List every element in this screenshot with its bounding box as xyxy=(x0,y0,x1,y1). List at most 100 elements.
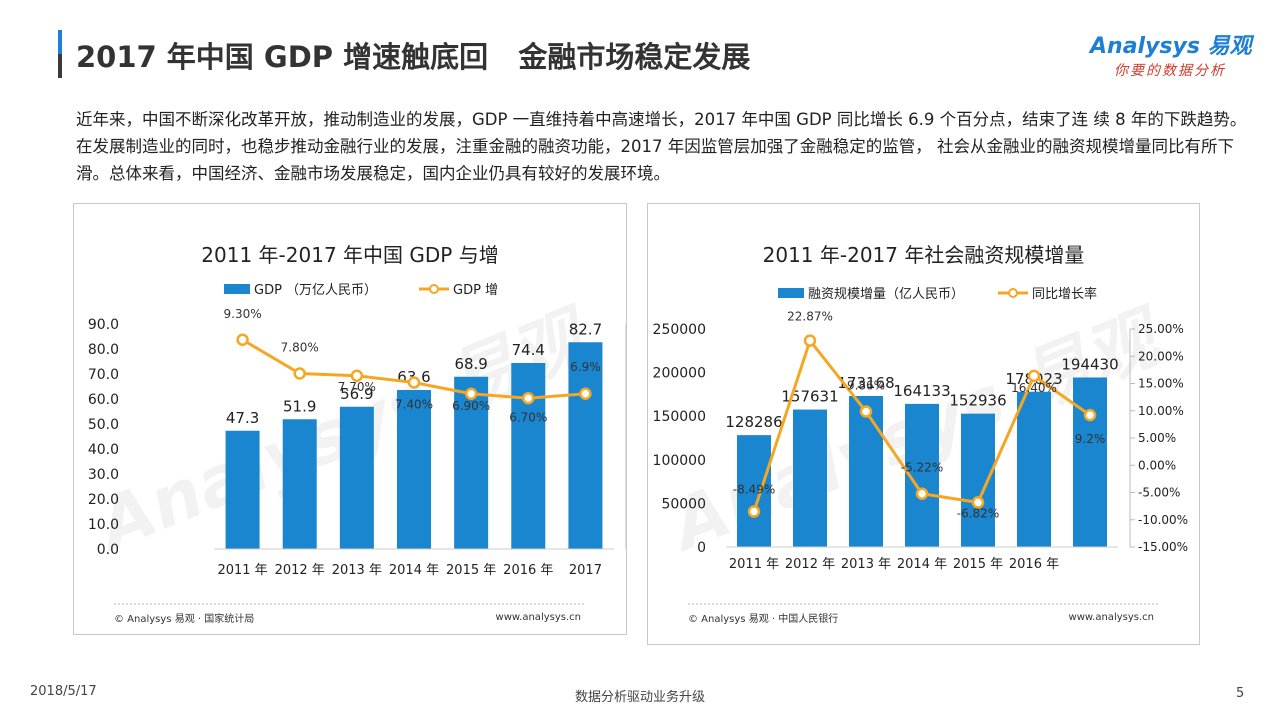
y2-axis-tick-label: 10.00% xyxy=(1138,404,1184,418)
growth-data-label: 16.40% xyxy=(1011,381,1057,395)
growth-data-label: 7.80% xyxy=(281,341,319,355)
x-axis-tick-label: 2011 年 xyxy=(729,557,779,572)
page-number: 5 xyxy=(1236,686,1245,701)
growth-point xyxy=(293,367,306,380)
y2-axis-tick-label: 25.00% xyxy=(1138,322,1184,336)
y2-axis-tick-label: 0.00% xyxy=(1138,458,1176,472)
y-axis-tick-label: 0 xyxy=(697,540,706,556)
y-axis-tick-label: 90.0 xyxy=(88,317,119,333)
growth-point xyxy=(464,387,478,400)
growth-data-label: 9.86% xyxy=(847,379,885,393)
x-axis-tick-label: 2015 年 xyxy=(446,563,496,578)
bar-data-label: 164133 xyxy=(893,382,950,400)
x-axis-tick-label: 2015 年 xyxy=(953,557,1003,572)
legend-line-marker xyxy=(429,284,439,294)
legend-bar-swatch xyxy=(778,288,804,298)
bar xyxy=(282,419,317,549)
growth-point xyxy=(236,333,249,346)
bar xyxy=(225,430,260,549)
x-axis-tick-label: 2012 年 xyxy=(275,563,325,578)
bar-data-label: 51.9 xyxy=(283,397,316,415)
footer-tagline: 数据分析驱动业务升级 xyxy=(574,690,705,705)
legend-line-label: GDP 增 xyxy=(453,283,498,298)
growth-data-label: -5.22% xyxy=(901,461,943,475)
x-axis-tick-label: 2016 年 xyxy=(503,563,553,578)
growth-data-label: 6.70% xyxy=(509,410,547,424)
legend-bar-label: 融资规模增量（亿人民币） xyxy=(808,287,964,302)
growth-point xyxy=(971,496,985,509)
legend-line-marker xyxy=(1008,288,1018,298)
bar-data-label: 68.9 xyxy=(454,355,487,373)
logo-tagline: 你要的数据分析 xyxy=(1114,63,1226,79)
gdp-chart-panel: Analysys 易观 2011 年-2017 年中国 GDP 与增 GDP （万亿… xyxy=(73,203,627,635)
x-axis-tick-label: 2016 年 xyxy=(1009,557,1059,572)
growth-data-label: 9.2% xyxy=(1075,432,1106,446)
y2-axis-tick-label: -10.00% xyxy=(1138,513,1188,527)
y-axis-tick-label: 20.0 xyxy=(88,492,119,508)
bar xyxy=(849,395,883,547)
growth-point xyxy=(350,369,364,382)
legend-bar-swatch xyxy=(224,284,250,294)
chart-website: www.analysys.cn xyxy=(1069,612,1154,623)
growth-point xyxy=(747,505,761,518)
growth-data-label: 7.70% xyxy=(338,380,376,394)
growth-data-label: 22.87% xyxy=(787,310,833,324)
analysys-logo: Analysys 易观 你要的数据分析 xyxy=(1090,28,1260,84)
bar xyxy=(511,363,546,549)
y-axis-tick-label: 40.0 xyxy=(88,442,119,458)
growth-point xyxy=(579,387,592,400)
y-axis-tick-label: 50.0 xyxy=(88,417,119,433)
bar xyxy=(961,413,995,547)
bar-data-label: 82.7 xyxy=(569,320,602,338)
y2-axis-tick-label: 15.00% xyxy=(1138,377,1184,391)
y-axis-tick-label: 200000 xyxy=(653,366,706,382)
chart-title: 2011 年-2017 年社会融资规模增量 xyxy=(763,243,1085,267)
x-axis-tick-label: 2017 xyxy=(569,563,602,578)
x-axis-tick-label: 2014 年 xyxy=(897,557,947,572)
legend-line-label: 同比增长率 xyxy=(1032,286,1097,302)
bar xyxy=(793,409,827,547)
logo-main-text: Analysys 易观 xyxy=(1090,34,1252,59)
bar-data-label: 194430 xyxy=(1061,355,1118,373)
x-axis-tick-label: 2012 年 xyxy=(785,557,835,572)
y-axis-tick-label: 80.0 xyxy=(88,342,119,358)
footer-date: 2018/5/17 xyxy=(30,684,97,699)
bar-data-label: 152936 xyxy=(949,392,1006,410)
growth-data-label: -6.82% xyxy=(957,506,999,520)
bar xyxy=(737,435,771,547)
bar-data-label: 173168 xyxy=(837,374,894,392)
growth-point xyxy=(915,487,929,500)
x-axis-tick-label: 2011 年 xyxy=(217,563,267,578)
y-axis-tick-label: 250000 xyxy=(653,322,706,338)
y-axis-tick-label: 70.0 xyxy=(88,367,119,383)
bar-data-label: 74.4 xyxy=(512,341,545,359)
bar xyxy=(1073,377,1107,547)
bar-data-label: 128286 xyxy=(725,413,782,431)
growth-data-label: 7.40% xyxy=(395,398,433,412)
bar-data-label: 56.9 xyxy=(340,385,373,403)
growth-point xyxy=(407,376,421,389)
growth-point xyxy=(859,405,873,418)
y-axis-tick-label: 60.0 xyxy=(88,392,119,408)
bar xyxy=(568,342,603,549)
growth-point xyxy=(1083,408,1097,422)
y2-axis-tick-label: -15.00% xyxy=(1138,540,1188,554)
bar xyxy=(339,406,374,549)
y-axis-tick-label: 10.0 xyxy=(88,517,119,533)
y-axis-tick-label: 100000 xyxy=(653,453,706,469)
y2-axis-tick-label: 20.00% xyxy=(1138,349,1184,363)
bar xyxy=(397,390,431,549)
growth-point xyxy=(1027,369,1041,383)
legend-bar-label: GDP （万亿人民币） xyxy=(254,283,377,298)
x-axis-tick-label: 2013 年 xyxy=(841,557,891,572)
intro-paragraph: 近年来，中国不断深化改革开放，推动制造业的发展，GDP 一直维持着中高速增长，2… xyxy=(76,110,1247,183)
growth-data-label: 6.9% xyxy=(570,360,601,374)
chart-source: © Analysys 易观 · 中国人民银行 xyxy=(688,612,838,625)
growth-data-label: 9.30% xyxy=(224,307,262,321)
growth-data-label: 6.90% xyxy=(452,399,490,413)
y-axis-tick-label: 30.0 xyxy=(88,467,119,483)
x-axis-tick-label: 2013 年 xyxy=(332,563,382,578)
y-axis-tick-label: 50000 xyxy=(661,496,706,512)
